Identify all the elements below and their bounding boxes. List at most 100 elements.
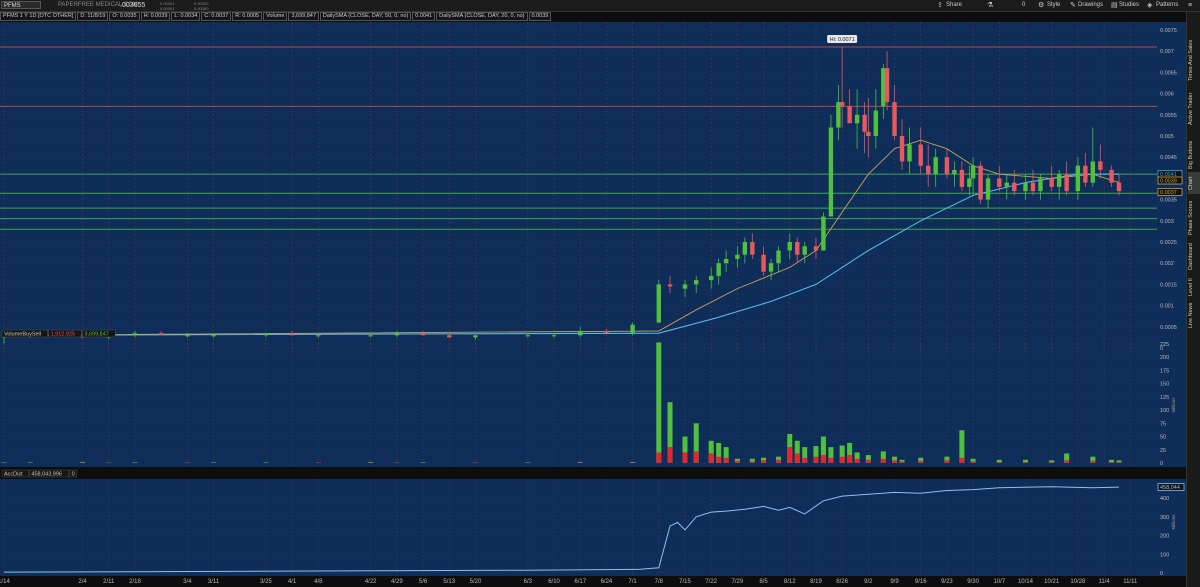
- x-tick-label: 5/13: [443, 579, 455, 585]
- legend-box: [69, 469, 78, 478]
- price-marker-label: 0.0041: [1160, 172, 1177, 178]
- price-axis-bg: [1157, 22, 1186, 352]
- volume-buy-bar: [1049, 460, 1055, 463]
- volume-sell-bar: [839, 456, 845, 463]
- tab-active-trader[interactable]: Active Trader: [1188, 92, 1194, 126]
- tab-chart[interactable]: Chart: [1188, 172, 1200, 194]
- x-tick-label: 6/17: [574, 579, 586, 585]
- menu-icon[interactable]: ≡: [1188, 2, 1193, 9]
- x-tick-label: 10/21: [1044, 579, 1060, 585]
- volume-buy-bar: [716, 442, 722, 463]
- patterns-button[interactable]: Patterns: [1156, 2, 1179, 8]
- x-tick-label: 9/9: [890, 579, 899, 585]
- info-date: D: 11/8/19: [77, 12, 109, 21]
- candle-up: [985, 178, 991, 200]
- patterns-icon[interactable]: ◈: [1147, 2, 1153, 9]
- candle-up: [735, 254, 740, 259]
- symbol-input[interactable]: PFMS: [1, 1, 41, 9]
- volume-buy-bar: [813, 446, 819, 463]
- x-tick-label: 10/28: [1070, 579, 1086, 585]
- volume-sell-bar: [1116, 461, 1122, 463]
- volume-sell-bar: [847, 455, 853, 463]
- candle-up: [776, 250, 781, 264]
- candle-down: [862, 114, 867, 132]
- candle-down: [918, 144, 923, 166]
- volume-sell-bar: [802, 457, 808, 463]
- drawings-button[interactable]: Drawings: [1078, 2, 1104, 8]
- volume-buy-bar: [865, 455, 871, 463]
- volume-buy-bar: [1090, 456, 1096, 463]
- accdist-axis-label: 300: [1160, 515, 1169, 521]
- tab-live-news[interactable]: Live News: [1188, 302, 1194, 328]
- x-tick-label: 9/23: [941, 579, 953, 585]
- volume-buy-bar: [420, 462, 426, 463]
- chart-info-bar: PFMS 1 Y 1D [OTC OTHER] D: 11/8/19 O: 0.00…: [0, 12, 1160, 21]
- volume-buy-bar: [892, 456, 898, 463]
- candle-down: [1012, 182, 1017, 192]
- share-icon[interactable]: ⇪: [937, 2, 943, 9]
- price-panel-bg: [0, 22, 1157, 352]
- sma50-label: DailySMA (CLOSE, DAY, 50, 0, no): [319, 12, 412, 21]
- info-high: H: 0.0039: [140, 12, 171, 21]
- candle-down: [667, 284, 673, 287]
- legend-box: [1, 329, 48, 338]
- candle-down: [447, 335, 452, 338]
- volume-buy-bar: [132, 462, 138, 463]
- x-tick-label: 2/18: [129, 579, 141, 585]
- candle-up: [185, 335, 190, 337]
- price-axis-label: 0.005: [1160, 134, 1174, 140]
- tab-big-buttons[interactable]: Big Buttons: [1188, 140, 1194, 170]
- style-icon[interactable]: ⚙: [1038, 2, 1045, 9]
- candle-up: [952, 169, 957, 175]
- tab-phase-scores[interactable]: Phase Scores: [1188, 200, 1194, 236]
- candle-up: [682, 284, 688, 289]
- volume-buy-bar: [944, 456, 950, 463]
- accdist-axis-label: 200: [1160, 534, 1169, 540]
- candle-up: [828, 127, 834, 217]
- accdist-line: [3, 486, 1120, 573]
- candle-up: [802, 246, 807, 255]
- x-tick-label: 8/26: [836, 579, 848, 585]
- candle-down: [884, 68, 890, 103]
- info-close: C: 0.0037: [201, 12, 232, 21]
- studies-icon[interactable]: ▤: [1111, 2, 1118, 9]
- x-tick-label: 9/30: [967, 579, 979, 585]
- candle-down: [892, 102, 897, 136]
- price-axis-label: 0.0035: [1160, 198, 1177, 204]
- volume-sell-bar: [892, 460, 898, 463]
- volume-sell-bar: [1049, 461, 1055, 463]
- tab-dashboard[interactable]: Dashboard: [1188, 243, 1194, 271]
- x-tick-label: 4/8: [314, 579, 323, 585]
- tab-level-ii[interactable]: Level II: [1188, 278, 1194, 296]
- legend-label: AccDist: [4, 472, 23, 478]
- studies-button[interactable]: Studies: [1119, 2, 1140, 8]
- candle-down: [1098, 161, 1103, 170]
- candle-up: [211, 335, 216, 337]
- volume-sell-bar: [656, 452, 662, 463]
- volume-sell-bar: [106, 462, 112, 463]
- candle-down: [997, 178, 1002, 187]
- tab-times-and-sales[interactable]: Times And Sales: [1188, 39, 1194, 81]
- price-marker-label: 0.0037: [1160, 190, 1177, 196]
- info-open: O: 0.0035: [109, 12, 140, 21]
- volume-buy-bar: [847, 442, 853, 463]
- volume-buy-bar: [820, 436, 826, 463]
- volume-sell-bar: [828, 457, 834, 463]
- x-tick-label: 9/2: [864, 579, 873, 585]
- share-button[interactable]: Share: [946, 2, 963, 8]
- flask-icon[interactable]: ⚗: [987, 2, 994, 9]
- volume-axis-label: 0: [1160, 461, 1163, 467]
- x-axis: 1/14 2/4 2/11 2/18 3/4 3/11 3/25 4/1 4/8 4/22 4/29…: [0, 579, 1138, 585]
- x-tick-label: 5/20: [470, 579, 482, 585]
- volume-sell-bar: [854, 458, 860, 463]
- volume-sell-bar: [716, 456, 722, 463]
- ask-values: 0.00300 0.00300: [194, 0, 209, 11]
- legend-label: 0: [72, 472, 75, 478]
- drawings-icon[interactable]: ✎: [1070, 2, 1076, 9]
- volume-axis-label: 175: [1160, 368, 1169, 374]
- candle-down: [813, 246, 819, 251]
- volume-buy-bar: [723, 447, 729, 463]
- style-button[interactable]: Style: [1047, 2, 1061, 8]
- volume-label: Volume: [263, 12, 288, 21]
